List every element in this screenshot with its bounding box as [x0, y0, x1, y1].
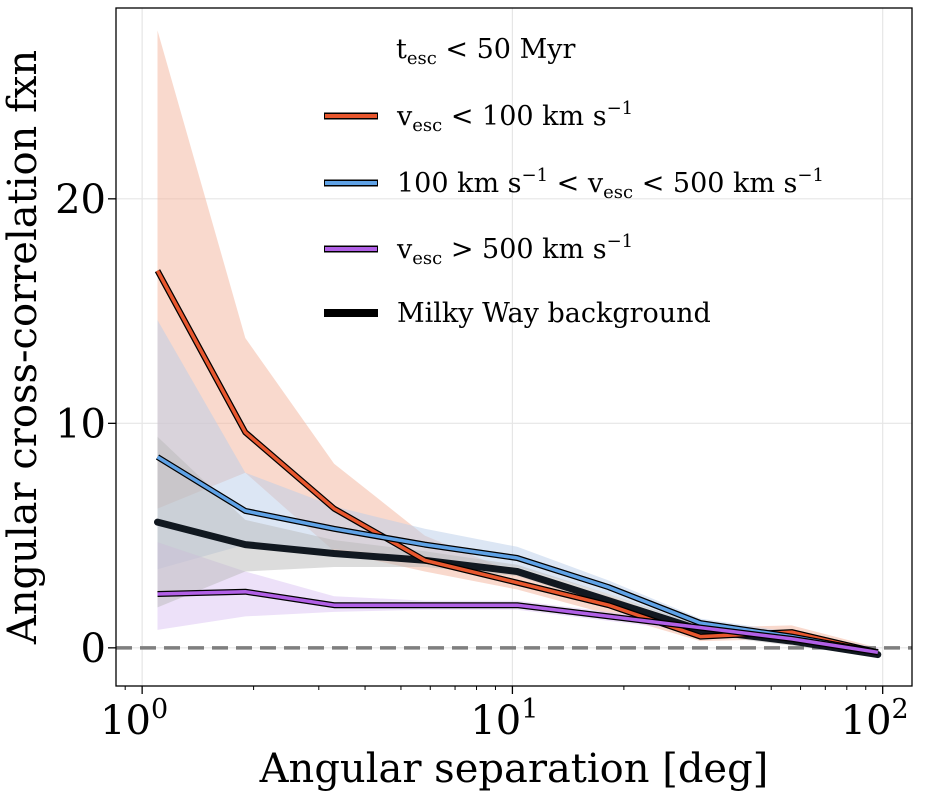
- band-series-1: [157, 30, 878, 657]
- x-tick-label: 102: [841, 694, 909, 744]
- series-lines: [154, 269, 882, 659]
- series-3-line: [157, 588, 879, 656]
- y-tick-label: 20: [55, 177, 106, 223]
- x-tick-label: 100: [100, 694, 168, 744]
- legend-entry-3: vesc > 500 km s−1: [324, 231, 633, 269]
- legend-entry-4: Milky Way background: [324, 298, 711, 329]
- x-axis-label: Angular separation [deg]: [259, 746, 769, 792]
- legend-title: tesc < 50 Myr: [396, 34, 575, 69]
- legend-entry-2: 100 km s−1 < vesc < 500 km s−1: [324, 165, 824, 203]
- series-2-line: [155, 454, 879, 656]
- legend-label: vesc > 500 km s−1: [396, 231, 633, 269]
- plot-frame: [115, 7, 913, 687]
- series-line: [157, 589, 879, 655]
- y-tick-label: 10: [55, 401, 106, 447]
- x-tick-label: 101: [470, 694, 538, 744]
- y-tick-label: 0: [81, 626, 106, 672]
- legend: tesc < 50 Myr vesc < 100 km s−1 100 km s−1…: [324, 34, 824, 329]
- legend-label: vesc < 100 km s−1: [396, 98, 633, 136]
- legend-label: Milky Way background: [397, 298, 711, 329]
- legend-entry-1: vesc < 100 km s−1: [324, 98, 633, 136]
- y-axis-label: Angular cross-correlation fxn: [0, 50, 46, 645]
- legend-label: 100 km s−1 < vesc < 500 km s−1: [397, 165, 824, 203]
- series-line: [156, 455, 879, 655]
